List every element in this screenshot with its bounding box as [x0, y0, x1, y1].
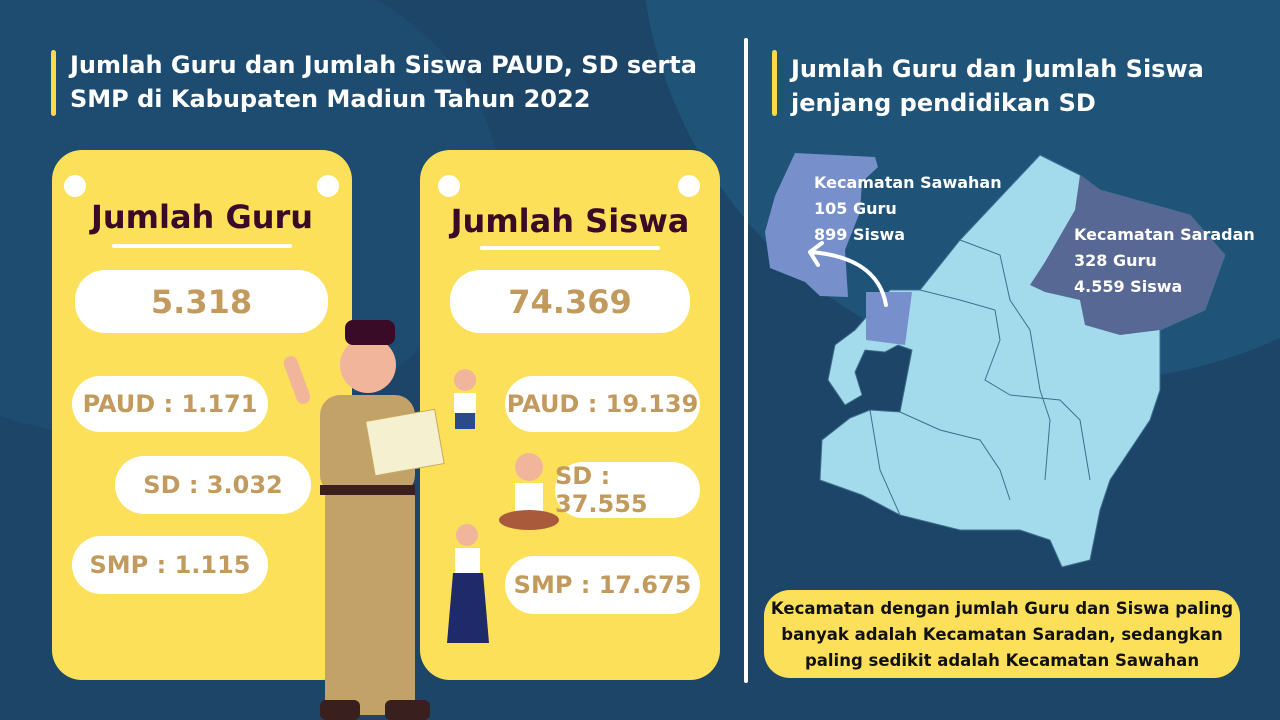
siswa-title: Jumlah Siswa — [450, 202, 690, 240]
card-hole — [317, 175, 339, 197]
siswa-paud: PAUD : 19.139 — [505, 376, 700, 432]
guru-paud: PAUD : 1.171 — [72, 376, 268, 432]
map-borders — [869, 239, 1091, 516]
map-region-sawahan — [765, 153, 912, 345]
note-line2: banyak adalah Kecamatan Saradan, sedangk… — [781, 625, 1223, 644]
left-title: Jumlah Guru dan Jumlah Siswa PAUD, SD se… — [70, 48, 697, 116]
siswa-card: Jumlah Siswa 74.369 PAUD : 19.139 SD : 3… — [420, 150, 720, 680]
map-region-saradan — [1030, 175, 1225, 335]
left-title-line2: SMP di Kabupaten Madiun Tahun 2022 — [70, 85, 591, 113]
note-line1: Kecamatan dengan jumlah Guru dan Siswa p… — [770, 599, 1234, 618]
saradan-name: Kecamatan Saradan — [1074, 225, 1255, 244]
sawahan-guru: 105 Guru — [814, 199, 897, 218]
right-title-line1: Jumlah Guru dan Jumlah Siswa — [791, 55, 1204, 83]
student-girl-icon — [447, 524, 489, 643]
note-line3: paling sedikit adalah Kecamatan Sawahan — [804, 651, 1200, 670]
sawahan-label: Kecamatan Sawahan 105 Guru 899 Siswa — [814, 170, 1002, 248]
guru-title: Jumlah Guru — [90, 198, 314, 236]
title-underline — [480, 246, 660, 250]
guru-smp: SMP : 1.115 — [72, 536, 268, 594]
student-boy-icon — [454, 369, 476, 429]
arrow-icon — [808, 241, 888, 307]
teacher-illustration — [283, 320, 445, 720]
right-title: Jumlah Guru dan Jumlah Siswa jenjang pen… — [791, 52, 1204, 120]
title-underline — [112, 244, 292, 248]
siswa-smp: SMP : 17.675 — [505, 556, 700, 614]
saradan-label: Kecamatan Saradan 328 Guru 4.559 Siswa — [1074, 222, 1255, 300]
saradan-siswa: 4.559 Siswa — [1074, 277, 1183, 296]
section-divider — [744, 38, 748, 683]
right-title-line2: jenjang pendidikan SD — [791, 89, 1096, 117]
guru-sd: SD : 3.032 — [115, 456, 311, 514]
summary-note: Kecamatan dengan jumlah Guru dan Siswa p… — [764, 590, 1240, 678]
siswa-total: 74.369 — [450, 270, 690, 333]
left-title-line1: Jumlah Guru dan Jumlah Siswa PAUD, SD se… — [70, 51, 697, 79]
card-hole — [678, 175, 700, 197]
siswa-sd: SD : 37.555 — [555, 462, 700, 518]
title-accent — [772, 50, 777, 116]
card-hole — [438, 175, 460, 197]
student-reading-icon — [499, 453, 559, 530]
sawahan-siswa: 899 Siswa — [814, 225, 906, 244]
card-hole — [64, 175, 86, 197]
sawahan-name: Kecamatan Sawahan — [814, 173, 1002, 192]
title-accent — [51, 50, 56, 116]
guru-total: 5.318 — [75, 270, 328, 333]
guru-card: Jumlah Guru 5.318 PAUD : 1.171 SD : 3.03… — [52, 150, 352, 680]
saradan-guru: 328 Guru — [1074, 251, 1157, 270]
